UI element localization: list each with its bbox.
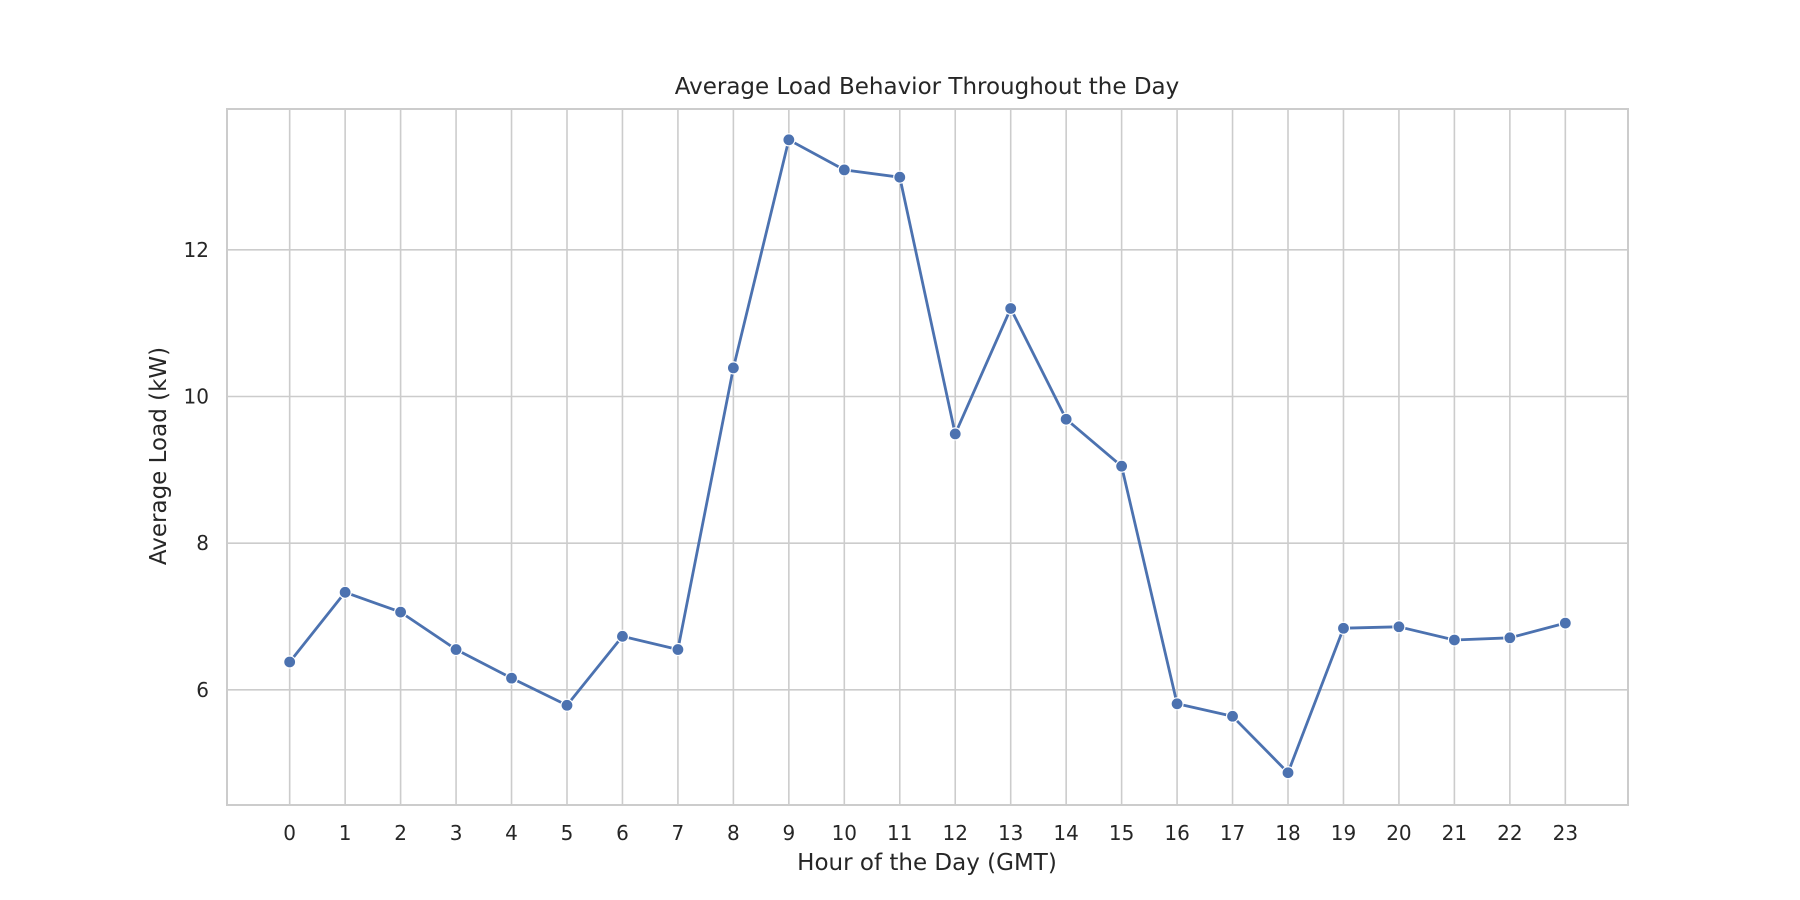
x-tick-label: 8 (727, 821, 740, 845)
y-tick-label: 8 (196, 531, 209, 555)
data-point (1004, 301, 1018, 316)
x-tick-label: 18 (1275, 821, 1300, 845)
x-tick-label: 11 (887, 821, 912, 845)
y-tick-label: 6 (196, 678, 209, 702)
data-point (782, 133, 796, 147)
data-point (1170, 697, 1184, 711)
series-line (288, 138, 1566, 775)
x-tick-label: 2 (394, 821, 407, 845)
x-tick-label: 6 (616, 821, 629, 845)
x-tick-label: 20 (1386, 821, 1411, 845)
data-point (948, 427, 962, 441)
data-point (1558, 616, 1572, 630)
plot-frame (226, 108, 1629, 806)
chart-title: Average Load Behavior Throughout the Day (675, 74, 1180, 100)
data-point (726, 361, 740, 375)
x-tick-label: 0 (283, 821, 296, 845)
data-point (338, 585, 352, 599)
y-axis-ticks: 6 8 10 12 (184, 238, 209, 702)
y-axis-label: Average Load (kW) (146, 347, 172, 565)
x-tick-label: 12 (943, 821, 968, 845)
data-point (1392, 620, 1406, 634)
x-tick-label: 3 (450, 821, 463, 845)
x-tick-label: 19 (1331, 821, 1356, 845)
y-tick-label: 10 (184, 384, 209, 408)
x-tick-label: 7 (672, 821, 685, 845)
data-point (504, 671, 519, 685)
data-point (560, 698, 574, 712)
data-point (1503, 631, 1517, 645)
series-layer (283, 133, 1572, 780)
data-point (837, 163, 851, 177)
x-tick-label: 23 (1553, 821, 1578, 845)
data-point (1115, 459, 1129, 473)
x-tick-label: 15 (1109, 821, 1134, 845)
x-tick-label: 10 (832, 821, 857, 845)
x-tick-label: 22 (1497, 821, 1522, 845)
data-point (615, 629, 630, 643)
data-point (1336, 621, 1351, 635)
x-tick-label: 4 (505, 821, 518, 845)
data-point (283, 655, 297, 669)
x-tick-label: 16 (1164, 821, 1189, 845)
data-point (1447, 633, 1462, 647)
data-point (1281, 766, 1295, 780)
x-tick-label: 21 (1442, 821, 1467, 845)
grid-lines (227, 109, 1628, 805)
x-axis-label: Hour of the Day (GMT) (797, 850, 1057, 876)
x-tick-label: 1 (339, 821, 352, 845)
data-point (449, 642, 463, 657)
data-point (1059, 412, 1073, 426)
y-tick-label: 12 (184, 238, 209, 262)
x-axis-ticks: 0 1 2 3 4 5 6 7 8 9 10 11 12 13 14 15 16 17 18 19 20 21 22 23 (283, 821, 1578, 845)
x-tick-label: 17 (1220, 821, 1245, 845)
data-point (671, 642, 685, 657)
x-tick-label: 9 (782, 821, 795, 845)
data-point (893, 170, 907, 184)
data-point (1225, 709, 1240, 723)
x-tick-label: 13 (998, 821, 1023, 845)
data-point (393, 605, 408, 619)
x-tick-label: 5 (561, 821, 574, 845)
x-tick-label: 14 (1053, 821, 1078, 845)
